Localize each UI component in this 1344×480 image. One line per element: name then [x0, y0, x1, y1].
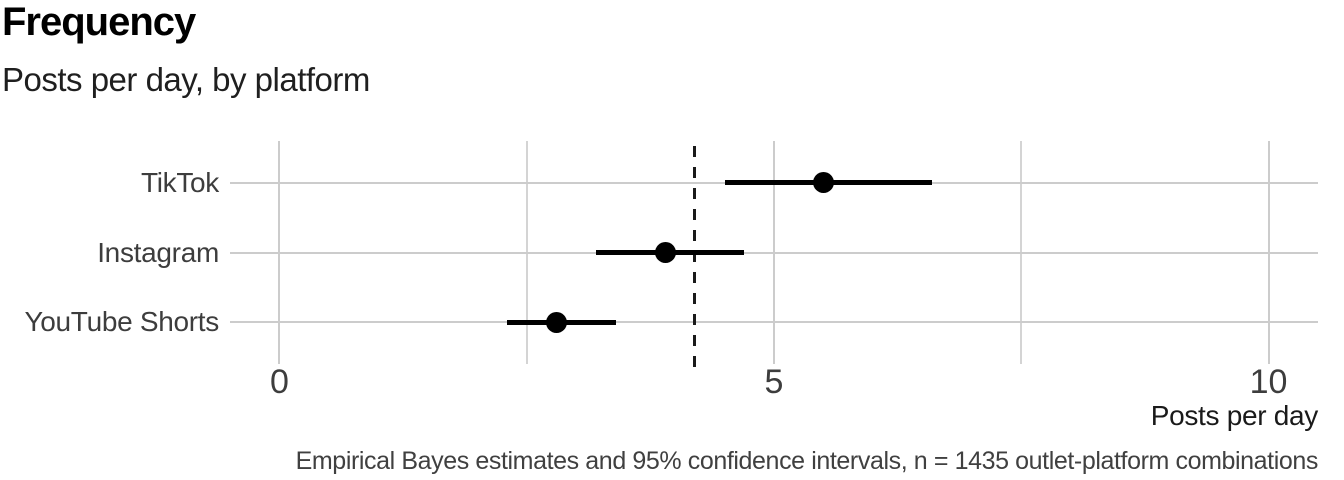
chart-caption: Empirical Bayes estimates and 95% confid…	[295, 447, 1319, 475]
chart-title: Frequency	[2, 0, 196, 44]
reference-line	[693, 146, 697, 368]
y-axis-label: TikTok	[140, 166, 219, 198]
estimate-point	[545, 311, 567, 333]
x-tick-label: 10	[1249, 363, 1288, 401]
category-gridline	[230, 251, 1318, 254]
category-gridline	[230, 321, 1318, 324]
chart-subtitle: Posts per day, by platform	[2, 61, 370, 98]
y-axis-label: YouTube Shorts	[24, 306, 219, 338]
estimate-point	[812, 172, 834, 194]
estimate-point	[654, 242, 676, 263]
x-tick-label: 0	[269, 363, 289, 401]
y-axis-label: Instagram	[97, 236, 219, 268]
x-tick-label: 5	[764, 363, 784, 401]
x-axis-title: Posts per day	[1150, 400, 1319, 431]
